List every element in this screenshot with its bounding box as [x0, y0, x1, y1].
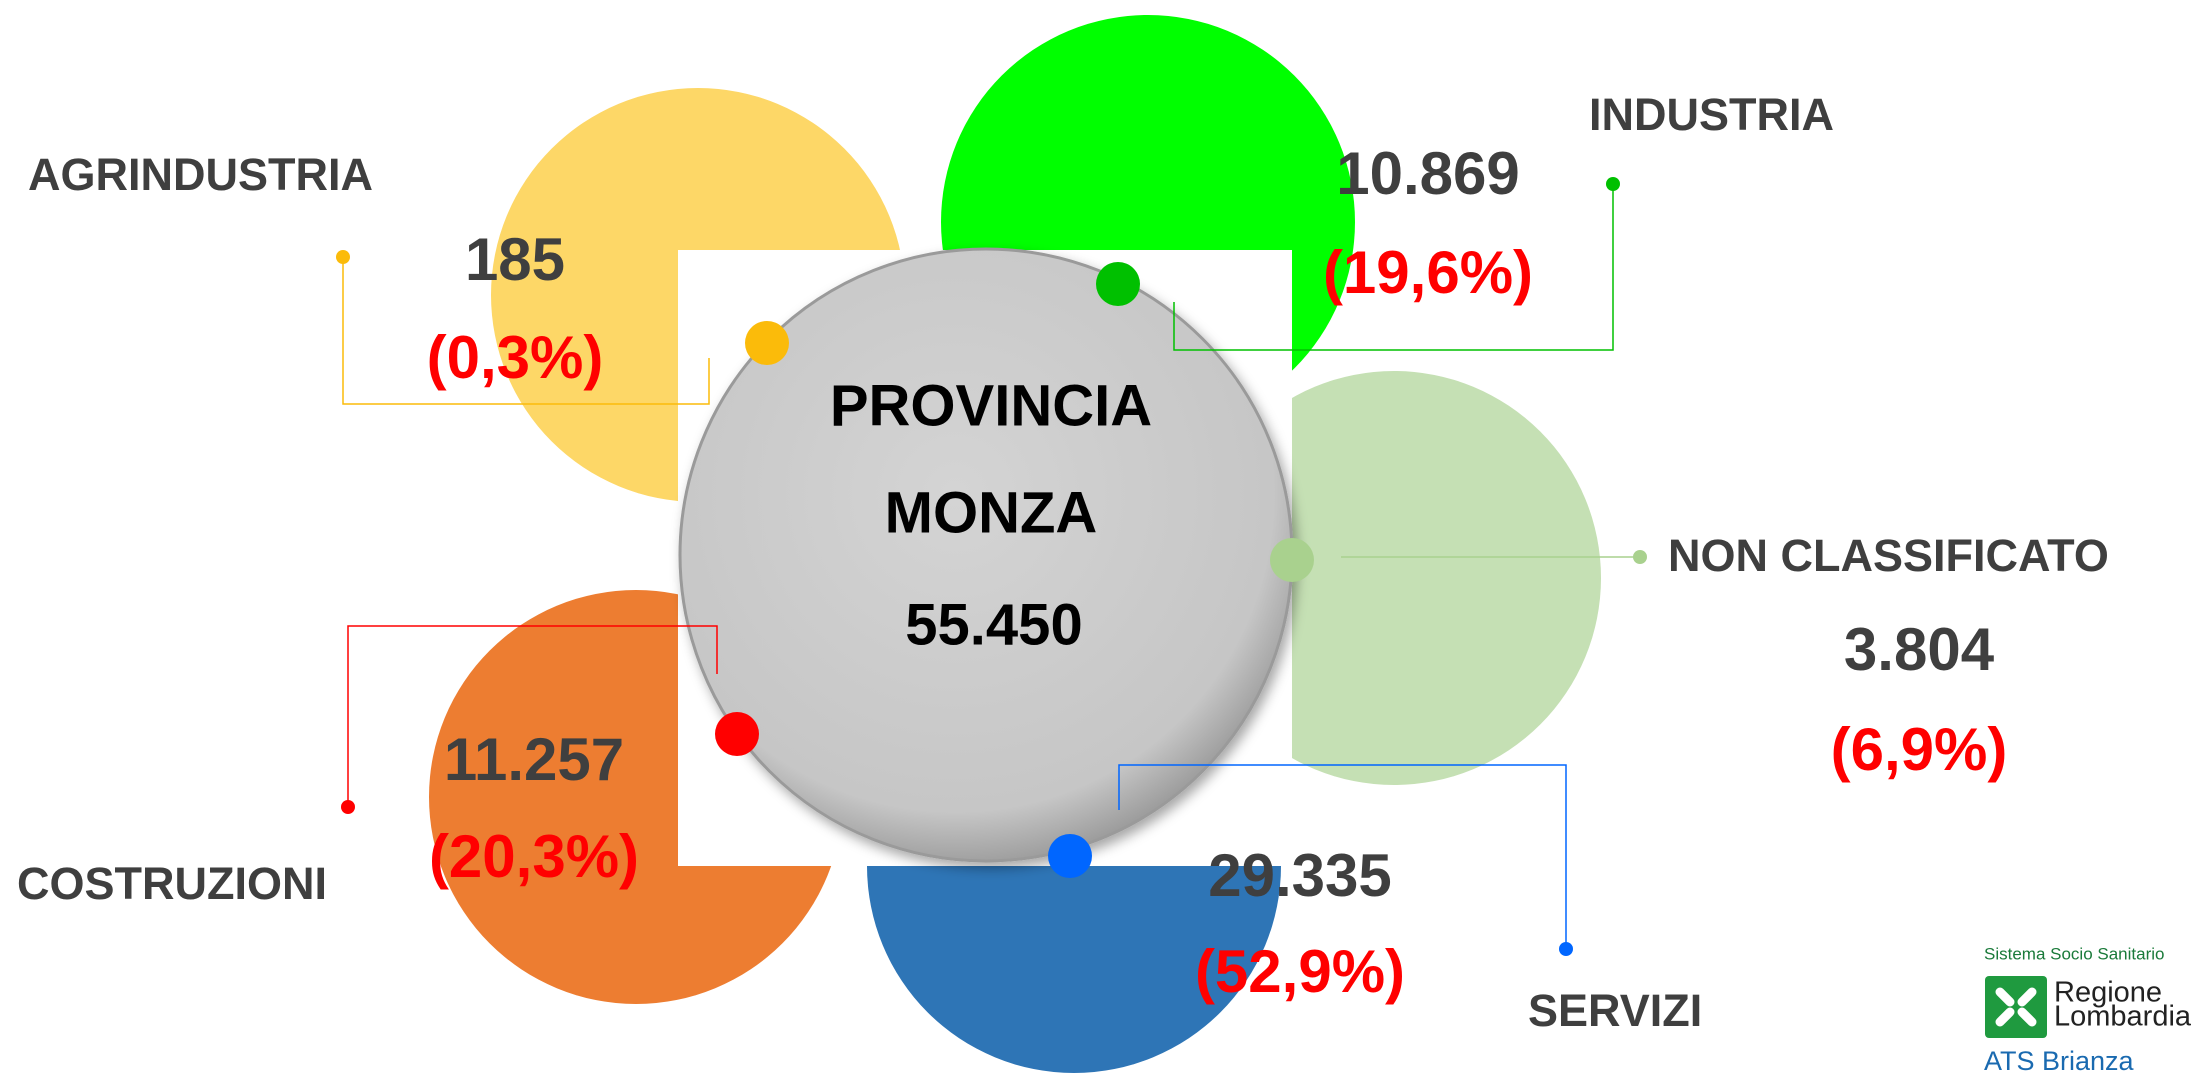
sector-count: 3.804 — [1844, 616, 1995, 683]
sector-name: INDUSTRIA — [1589, 89, 1834, 140]
labels: AGRINDUSTRIA 185 (0,3%) INDUSTRIA 10.869 (19,… — [17, 89, 2109, 1036]
logo-agency: ATS Brianza — [1984, 1046, 2135, 1076]
connector-dot — [1606, 177, 1620, 191]
anchor-dot — [715, 712, 759, 756]
sector-share: (19,6%) — [1323, 239, 1533, 306]
center-total: 55.450 — [905, 592, 1082, 657]
connector — [1118, 764, 1567, 949]
connector — [1173, 184, 1614, 351]
sector-share: (0,3%) — [427, 324, 604, 391]
logo-cross — [1995, 987, 2037, 1027]
sector-count: 10.869 — [1336, 140, 1520, 207]
connector-dot — [1559, 942, 1573, 956]
connector-dot — [336, 250, 350, 264]
connectors — [336, 177, 1647, 956]
sector-share: (20,3%) — [429, 823, 639, 890]
anchor-dot — [745, 321, 789, 365]
sector-name: NON CLASSIFICATO — [1668, 530, 2109, 581]
connector-dot — [341, 800, 355, 814]
connector-dot — [1633, 550, 1647, 564]
anchor-dot — [1048, 834, 1092, 878]
anchor-dot — [1096, 262, 1140, 306]
sector-name: AGRINDUSTRIA — [28, 149, 373, 200]
center-line: MONZA — [885, 480, 1098, 545]
anchor-dot — [1270, 538, 1314, 582]
logo: Sistema Socio Sanitario Regione Lombardi… — [1984, 944, 2192, 1076]
sector-share: (6,9%) — [1831, 716, 2008, 783]
sector-name: SERVIZI — [1528, 985, 1702, 1036]
sector-count: 11.257 — [444, 726, 624, 793]
sector-name: COSTRUZIONI — [17, 858, 327, 909]
logo-system: Sistema Socio Sanitario — [1984, 944, 2164, 963]
sector-share: (52,9%) — [1195, 938, 1405, 1005]
logo-icon — [1985, 976, 2047, 1038]
connector — [342, 257, 710, 405]
logo-region: Lombardia — [2054, 1001, 2192, 1033]
logo-region: Regione — [2054, 977, 2162, 1009]
center-line: PROVINCIA — [830, 373, 1152, 438]
sector-count: 185 — [465, 226, 565, 293]
connector — [347, 625, 718, 807]
sector-count: 29.335 — [1208, 842, 1392, 909]
